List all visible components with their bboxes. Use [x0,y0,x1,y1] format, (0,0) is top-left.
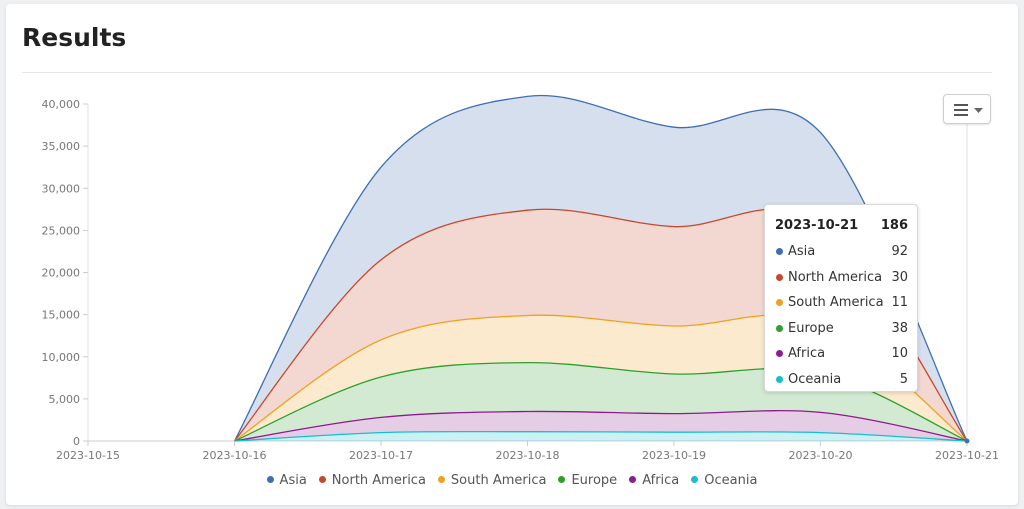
y-tick-label: 20,000 [42,267,81,280]
tooltip-total: 186 [880,218,908,233]
legend-dot-icon [318,476,326,483]
series-dot-icon [776,273,783,281]
tooltip-date: 2023-10-21 [775,218,859,233]
tooltip-row-value: 92 [891,244,908,259]
chart-menu-button[interactable] [943,94,991,124]
tooltip-row: South America 11 [775,295,908,311]
chart-legend: Asia North America South America Europe Afri… [0,473,1024,488]
y-tick-label: 10,000 [42,351,81,364]
hover-point [964,438,970,444]
x-tick-label: 2023-10-20 [789,449,853,462]
legend-item-africa[interactable]: Africa [629,473,679,488]
legend-label: South America [450,473,547,488]
page-title: Results [22,23,127,52]
legend-label: Asia [279,473,307,488]
y-tick-label: 35,000 [42,140,81,153]
chart-tooltip: 2023-10-21 186 Asia 92 North America 30 Sout… [764,204,918,392]
x-tick-label: 2023-10-21 [935,449,999,462]
legend-label: Oceania [704,473,758,488]
legend-item-south-america[interactable]: South America [437,473,547,488]
legend-dot-icon [266,476,274,483]
tooltip-header: 2023-10-21 186 [775,218,908,233]
y-tick-label: 15,000 [42,309,81,322]
hamburger-menu-icon [954,104,968,116]
tooltip-row: Oceania 5 [775,372,908,388]
x-tick-label: 2023-10-18 [496,449,560,462]
series-dot-icon [776,248,783,255]
x-tick-label: 2023-10-15 [56,449,120,462]
x-tick-label: 2023-10-19 [642,449,706,462]
series-dot-icon [776,324,783,332]
x-tick-label: 2023-10-17 [349,449,413,462]
series-dot-icon [776,375,783,383]
legend-item-north-america[interactable]: North America [318,473,426,488]
line-africa [234,410,968,442]
area-oceania [234,431,967,441]
legend-dot-icon [629,476,637,483]
area-asia [234,95,967,441]
tooltip-row-label: South America [788,295,884,310]
area-africa [234,410,967,441]
tooltip-row-value: 5 [899,371,908,387]
tooltip-row-label: Africa [788,346,826,361]
tooltip-row-value: 38 [891,320,908,336]
tooltip-row-value: 30 [891,269,908,285]
legend-label: Africa [642,473,680,488]
tooltip-row: Africa 10 [775,346,908,362]
legend-label: Europe [571,473,618,488]
line-oceania [234,430,968,442]
legend-item-oceania[interactable]: Oceania [691,473,757,488]
legend-item-europe[interactable]: Europe [558,473,617,488]
y-tick-label: 5,000 [49,393,81,406]
series-dot-icon [776,299,783,306]
legend-dot-icon [558,476,566,483]
legend-item-asia[interactable]: Asia [266,473,307,488]
tooltip-row-value: 10 [891,346,908,361]
caret-down-icon [974,108,983,113]
legend-dot-icon [691,476,699,483]
tooltip-row-value: 11 [891,295,908,310]
title-divider [22,72,992,73]
legend-label: North America [331,473,426,488]
tooltip-row-label: Europe [788,320,834,336]
y-tick-label: 25,000 [42,224,81,237]
y-tick-label: 30,000 [42,182,81,195]
tooltip-row: North America 30 [775,270,908,286]
y-tick-label: 40,000 [42,98,81,111]
legend-dot-icon [437,476,445,483]
series-dot-icon [776,350,783,357]
y-tick-label: 0 [73,435,80,448]
tooltip-row: Asia 92 [775,244,908,260]
tooltip-row-label: Oceania [788,371,842,387]
tooltip-row-label: North America [788,269,883,285]
x-tick-label: 2023-10-16 [203,449,267,462]
tooltip-row-label: Asia [788,244,816,259]
tooltip-row: Europe 38 [775,321,908,337]
